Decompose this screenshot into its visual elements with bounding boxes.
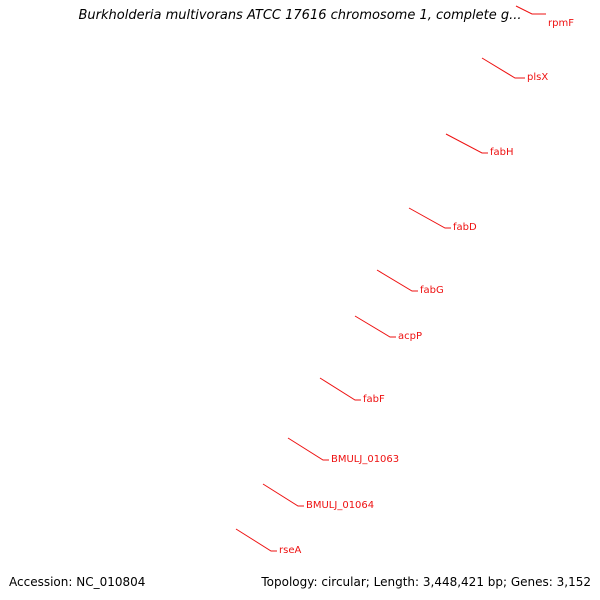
label-leader-line — [408, 207, 451, 229]
gene-label: BMULJ_01064 — [306, 500, 374, 511]
gene-label: acpP — [398, 331, 422, 342]
label-leader-line — [481, 57, 525, 79]
accession-text: Accession: NC_010804 — [9, 575, 146, 589]
label-leader-line — [287, 437, 329, 461]
topology-summary: Topology: circular; Length: 3,448,421 bp… — [261, 575, 591, 589]
label-leader-line — [376, 269, 418, 292]
gene-labels: rpmF plsX fabH fabD fabG acpP fabF BMULJ_01063 B… — [235, 5, 574, 556]
gene-label: fabD — [453, 222, 477, 233]
gene-label: rpmF — [548, 18, 574, 29]
label-leader-line — [354, 315, 396, 338]
label-leader-line — [445, 133, 488, 154]
label-leader-line — [515, 5, 546, 15]
gene-label: rseA — [279, 545, 301, 556]
label-leader-line — [262, 483, 304, 507]
label-leader-line — [235, 528, 277, 552]
gene-label: fabF — [363, 394, 385, 405]
map-title: Burkholderia multivorans ATCC 17616 chro… — [78, 8, 522, 23]
gene-label: BMULJ_01063 — [331, 454, 399, 465]
gene-label: fabG — [420, 285, 444, 296]
gene-label: plsX — [527, 72, 548, 83]
label-leader-line — [319, 377, 361, 401]
gene-label: fabH — [490, 147, 514, 158]
